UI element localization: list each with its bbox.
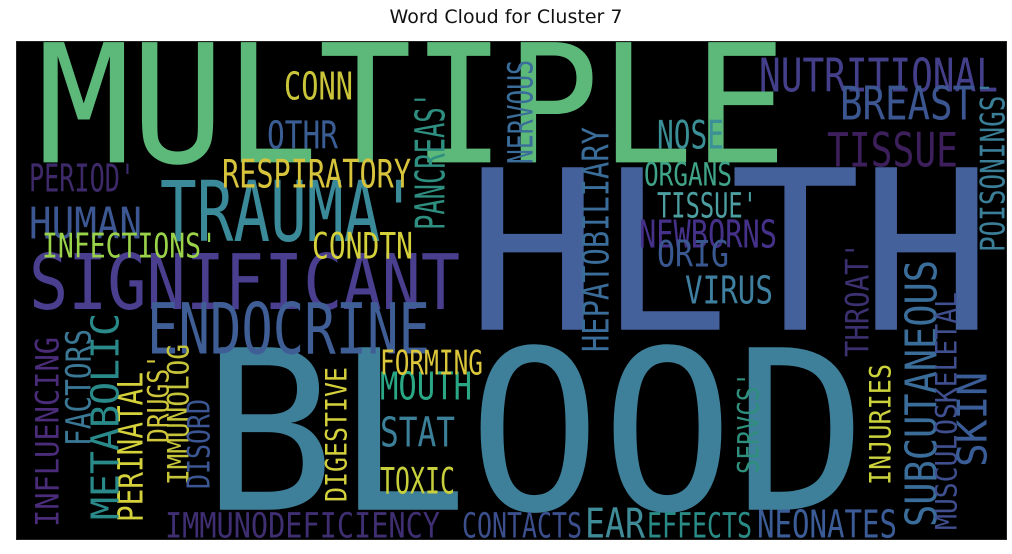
word-trauma: TRAUMA' [160,163,417,261]
word-multiple: MULTIPLE [37,42,787,201]
word-condtn: CONDTN [312,225,413,268]
word-skin: SKIN [949,372,997,467]
chart-title: Word Cloud for Cluster 7 [389,6,623,28]
word-hepatobiliary: HEPATOBILIARY [575,127,618,352]
word-perinatal: PERINATAL [111,372,152,522]
word-disord: DISORD [182,399,218,489]
word-stat: STAT [380,409,455,457]
word-influencing: INFLUENCING [29,337,67,527]
word-hlth: HLTH [467,123,992,383]
word-organs: ORGANS [644,156,732,194]
word-effects: EFFECTS [647,506,752,539]
word-tissue: TISSUE [827,124,958,179]
word-drugs: DRUGS' [142,354,177,443]
word-breast: BREAST [840,77,975,131]
word-newborns: NEWBORNS [639,213,777,257]
word-injuries: INJURIES [864,364,899,485]
word-immunodeficiency: IMMUNODEFICIENCY [165,506,440,539]
word-human: HUMAN [29,200,142,250]
word-tissue: TISSUE' [657,186,757,227]
word-digestive: DIGESTIVE [320,367,355,502]
word-ear: EAR [585,500,645,539]
word-nose: NOSE [657,114,724,159]
word-conn: CONN [284,65,353,109]
word-musculoskeletal: MUSCULOSKELETAL [930,292,965,530]
word-toxic: TOXIC [380,460,455,503]
word-blood: BLOOD [202,303,867,539]
word-respiratory: RESPIRATORY [222,153,411,198]
word-period: PERIOD' [29,157,135,201]
word-servcs: SERVCS' [732,372,767,474]
word-nutritional: NUTRITIONAL [759,49,998,103]
word-nervous: NERVOUS [501,60,542,164]
word-mouth: MOUTH [380,365,472,409]
word-immunolog: IMMUNOLOG [162,344,197,485]
word-infections: INFECTIONS' [42,227,217,266]
word-poisonings: POISONINGS' [974,80,1006,252]
word-forming: FORMING [380,344,483,383]
word-metabolic: METABOLIC [84,313,128,520]
word-pancreas: PANCREAS' [407,92,455,230]
word-endocrine: ENDOCRINE [147,288,430,370]
word-orig: ORIG [657,233,729,276]
word-othr: OTHR [267,114,338,158]
word-throat: THROAT' [839,242,877,357]
word-neonates: NEONATES [757,503,897,539]
word-subcutaneous: SUBCUTANEOUS [898,260,948,527]
word-factors: FACTORS [59,329,100,446]
word-significant: SIGNIFICANT [29,238,460,328]
word-virus: VIRUS [685,269,773,313]
word-contacts: CONTACTS [462,506,582,539]
